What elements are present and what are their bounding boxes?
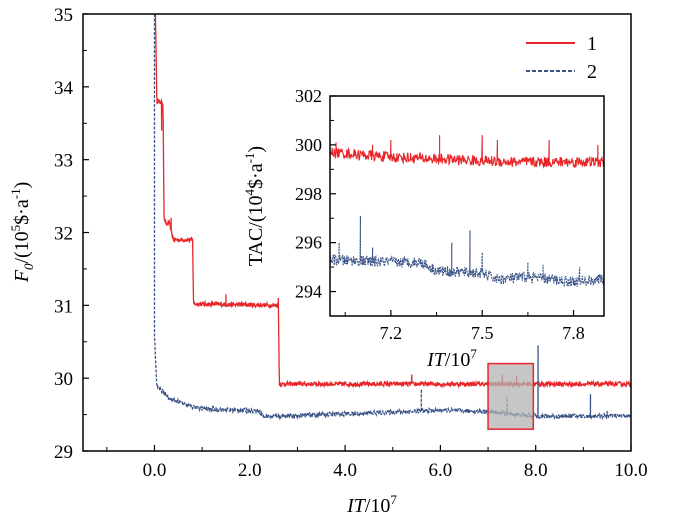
highlight-region-box <box>487 362 535 430</box>
main-x-tick-label: 10.0 <box>614 460 647 481</box>
main-x-tick-label: 0.0 <box>143 460 167 481</box>
main-y-tick-label: 29 <box>54 442 73 463</box>
inset-ticks-group: 7.2 7.5 7.8 294 296 298 300 302 <box>295 86 585 343</box>
main-ticks-group: 0.0 2.0 4.0 6.0 8.0 10.0 29 30 31 32 33 34 35 <box>54 5 648 481</box>
main-x-tick-label: 2.0 <box>238 460 262 481</box>
legend: 1 2 <box>526 33 597 83</box>
main-y-tick-label: 31 <box>54 296 73 317</box>
main-y-tick-label: 35 <box>54 5 73 26</box>
main-y-tick-label: 34 <box>54 78 74 99</box>
main-y-tick-label: 33 <box>54 151 73 172</box>
main-y-tick-label: 32 <box>54 224 73 245</box>
main-chart: 0.0 2.0 4.0 6.0 8.0 10.0 29 30 31 32 33 34 35 IT/107… <box>8 5 648 517</box>
inset-series-2-line <box>329 215 605 287</box>
inset-y-tick-label: 302 <box>295 86 322 106</box>
inset-y-tick-label: 298 <box>295 184 322 204</box>
inset-x-axis-label: IT/107 <box>426 346 477 371</box>
main-y-tick-label: 30 <box>54 369 73 390</box>
legend-label-1: 1 <box>587 33 597 55</box>
inset-series-group <box>329 135 605 287</box>
inset-x-tick-label: 7.8 <box>562 323 585 343</box>
inset-y-axis-label: TAC/(104$·a-1) <box>242 146 267 266</box>
main-y-axis-label: F0/(105$·a-1) <box>8 182 36 284</box>
inset-y-tick-label: 300 <box>295 135 322 155</box>
inset-series-1-line <box>329 135 605 169</box>
inset-x-tick-label: 7.5 <box>471 323 494 343</box>
inset-chart: 7.2 7.5 7.8 294 296 298 300 302 IT/107 TAC/(104… <box>242 86 605 371</box>
main-x-axis-label: IT/107 <box>346 492 397 517</box>
legend-label-2: 2 <box>587 61 597 83</box>
main-x-tick-label: 6.0 <box>429 460 453 481</box>
main-x-tick-label: 4.0 <box>333 460 357 481</box>
main-series-1-line <box>154 14 632 389</box>
inset-x-tick-label: 7.2 <box>380 323 403 343</box>
main-x-tick-label: 8.0 <box>524 460 548 481</box>
main-series-group <box>153 14 632 421</box>
inset-y-tick-label: 294 <box>295 282 322 302</box>
inset-plot-frame <box>329 95 605 317</box>
inset-background <box>330 96 604 316</box>
inset-y-tick-label: 296 <box>295 233 322 253</box>
main-series-2-line <box>153 14 632 421</box>
